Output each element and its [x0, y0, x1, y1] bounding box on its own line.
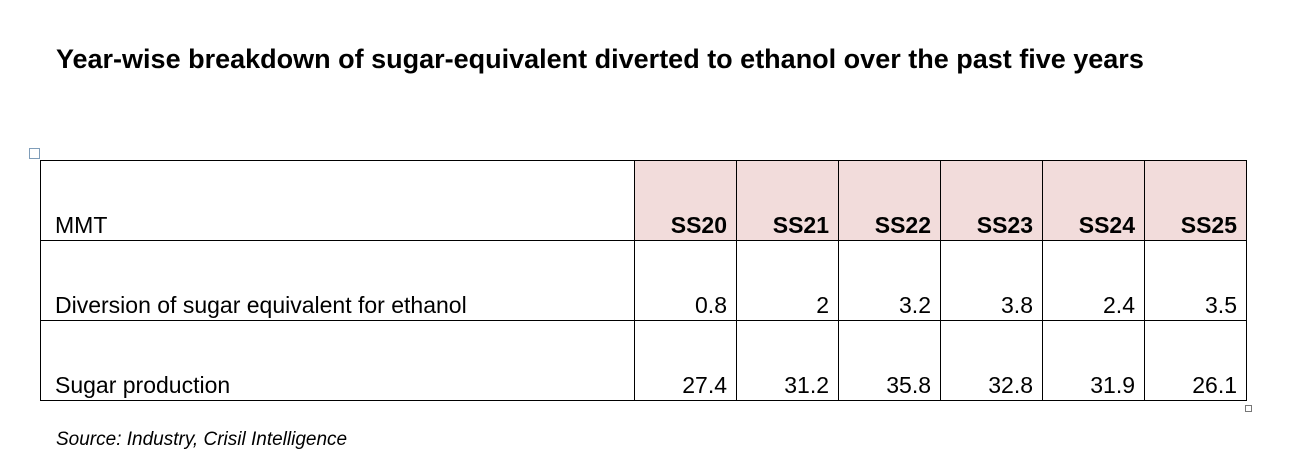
source-note: Source: Industry, Crisil Intelligence [56, 429, 348, 450]
row-label: Sugar production [40, 320, 635, 401]
cell-value: 35.8 [838, 320, 941, 401]
cell-value: 32.8 [940, 320, 1043, 401]
table-move-handle[interactable] [29, 148, 40, 159]
cell-value: 31.2 [736, 320, 839, 401]
data-table: MMT SS20 SS21 SS22 SS23 SS24 SS25 Diversion of … [40, 160, 1247, 401]
row-label: Diversion of sugar equivalent for ethano… [40, 240, 635, 321]
title: Year-wise breakdown of sugar-equivalent … [56, 44, 1144, 74]
column-header: SS22 [838, 160, 941, 241]
cell-value: 26.1 [1144, 320, 1247, 401]
column-header: SS25 [1144, 160, 1247, 241]
header-row: MMT SS20 SS21 SS22 SS23 SS24 SS25 [40, 160, 1247, 241]
column-header: SS21 [736, 160, 839, 241]
cell-value: 3.5 [1144, 240, 1247, 321]
cell-value: 3.2 [838, 240, 941, 321]
cell-value: 31.9 [1042, 320, 1145, 401]
table-resize-handle[interactable] [1245, 405, 1252, 412]
column-header: SS20 [634, 160, 737, 241]
cell-value: 3.8 [940, 240, 1043, 321]
cell-value: 2 [736, 240, 839, 321]
cell-value: 27.4 [634, 320, 737, 401]
data-row: Diversion of sugar equivalent for ethano… [40, 240, 1247, 321]
unit-header: MMT [40, 160, 635, 241]
data-row: Sugar production 27.4 31.2 35.8 32.8 31.9 26.1 [40, 320, 1247, 401]
column-header: SS24 [1042, 160, 1145, 241]
column-header: SS23 [940, 160, 1043, 241]
cell-value: 2.4 [1042, 240, 1145, 321]
cell-value: 0.8 [634, 240, 737, 321]
